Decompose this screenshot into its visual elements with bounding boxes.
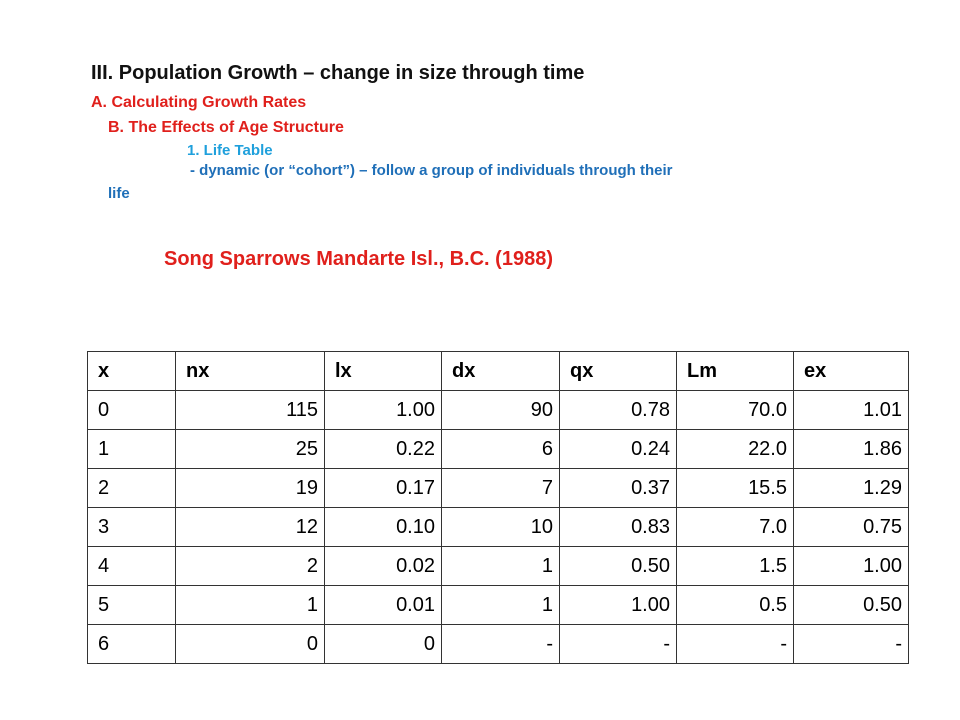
table-row: 3 12 0.10 10 0.83 7.0 0.75 [87, 507, 909, 547]
table-cell: 10 [441, 507, 560, 547]
table-cell: 70.0 [676, 390, 794, 430]
table-row: 4 2 0.02 1 0.50 1.5 1.00 [87, 546, 909, 586]
table-cell: 0.50 [793, 585, 909, 625]
table-cell: 0.50 [559, 546, 677, 586]
column-header: qx [559, 351, 677, 391]
table-row: 5 1 0.01 1 1.00 0.5 0.50 [87, 585, 909, 625]
table-cell: 0.37 [559, 468, 677, 508]
table-cell: 2 [175, 546, 325, 586]
outline-item-a: A. Calculating Growth Rates [91, 94, 307, 111]
table-cell: 1.29 [793, 468, 909, 508]
outline-item-dynamic: - dynamic (or “cohort”) – follow a group… [190, 162, 673, 179]
table-cell: 0 [87, 390, 176, 430]
life-table: x nx lx dx qx Lm ex 0 115 1.00 90 0.78 7… [87, 351, 909, 664]
table-cell: - [676, 624, 794, 664]
table-cell: 25 [175, 429, 325, 469]
table-cell: 1 [87, 429, 176, 469]
table-cell: 0.75 [793, 507, 909, 547]
table-cell: 5 [87, 585, 176, 625]
table-cell: 1 [441, 546, 560, 586]
outline-item-b: B. The Effects of Age Structure [108, 119, 344, 136]
table-cell: 15.5 [676, 468, 794, 508]
table-cell: 19 [175, 468, 325, 508]
table-cell: 2 [87, 468, 176, 508]
table-cell: 0 [175, 624, 325, 664]
outline-item-dynamic-continued: life [108, 185, 130, 202]
table-cell: - [793, 624, 909, 664]
table-cell: 4 [87, 546, 176, 586]
table-cell: 1.5 [676, 546, 794, 586]
table-cell: 0.10 [324, 507, 442, 547]
table-header-row: x nx lx dx qx Lm ex [87, 351, 909, 391]
table-cell: 12 [175, 507, 325, 547]
table-cell: 7 [441, 468, 560, 508]
table-cell: 115 [175, 390, 325, 430]
table-cell: 1 [441, 585, 560, 625]
table-cell: 0.5 [676, 585, 794, 625]
table-cell: - [559, 624, 677, 664]
table-row: 0 115 1.00 90 0.78 70.0 1.01 [87, 390, 909, 430]
table-cell: 0.22 [324, 429, 442, 469]
column-header: Lm [676, 351, 794, 391]
table-cell: 1.01 [793, 390, 909, 430]
table-cell: 22.0 [676, 429, 794, 469]
table-row: 6 0 0 - - - - [87, 624, 909, 664]
table-row: 2 19 0.17 7 0.37 15.5 1.29 [87, 468, 909, 508]
table-cell: 1.86 [793, 429, 909, 469]
column-header: dx [441, 351, 560, 391]
table-cell: 0.17 [324, 468, 442, 508]
table-cell: 1.00 [559, 585, 677, 625]
slide-heading: III. Population Growth – change in size … [91, 62, 585, 84]
table-cell: 1.00 [793, 546, 909, 586]
column-header: ex [793, 351, 909, 391]
table-cell: 0.02 [324, 546, 442, 586]
table-cell: 0.83 [559, 507, 677, 547]
table-cell: 6 [87, 624, 176, 664]
table-cell: - [441, 624, 560, 664]
column-header: nx [175, 351, 325, 391]
table-cell: 0.78 [559, 390, 677, 430]
table-cell: 0.01 [324, 585, 442, 625]
table-cell: 1.00 [324, 390, 442, 430]
table-cell: 1 [175, 585, 325, 625]
column-header: lx [324, 351, 442, 391]
table-cell: 6 [441, 429, 560, 469]
table-cell: 3 [87, 507, 176, 547]
table-cell: 0.24 [559, 429, 677, 469]
table-cell: 7.0 [676, 507, 794, 547]
table-cell: 0 [324, 624, 442, 664]
column-header: x [87, 351, 176, 391]
table-cell: 90 [441, 390, 560, 430]
table-row: 1 25 0.22 6 0.24 22.0 1.86 [87, 429, 909, 469]
table-title: Song Sparrows Mandarte Isl., B.C. (1988) [164, 248, 553, 270]
outline-item-b1: 1. Life Table [187, 142, 273, 159]
